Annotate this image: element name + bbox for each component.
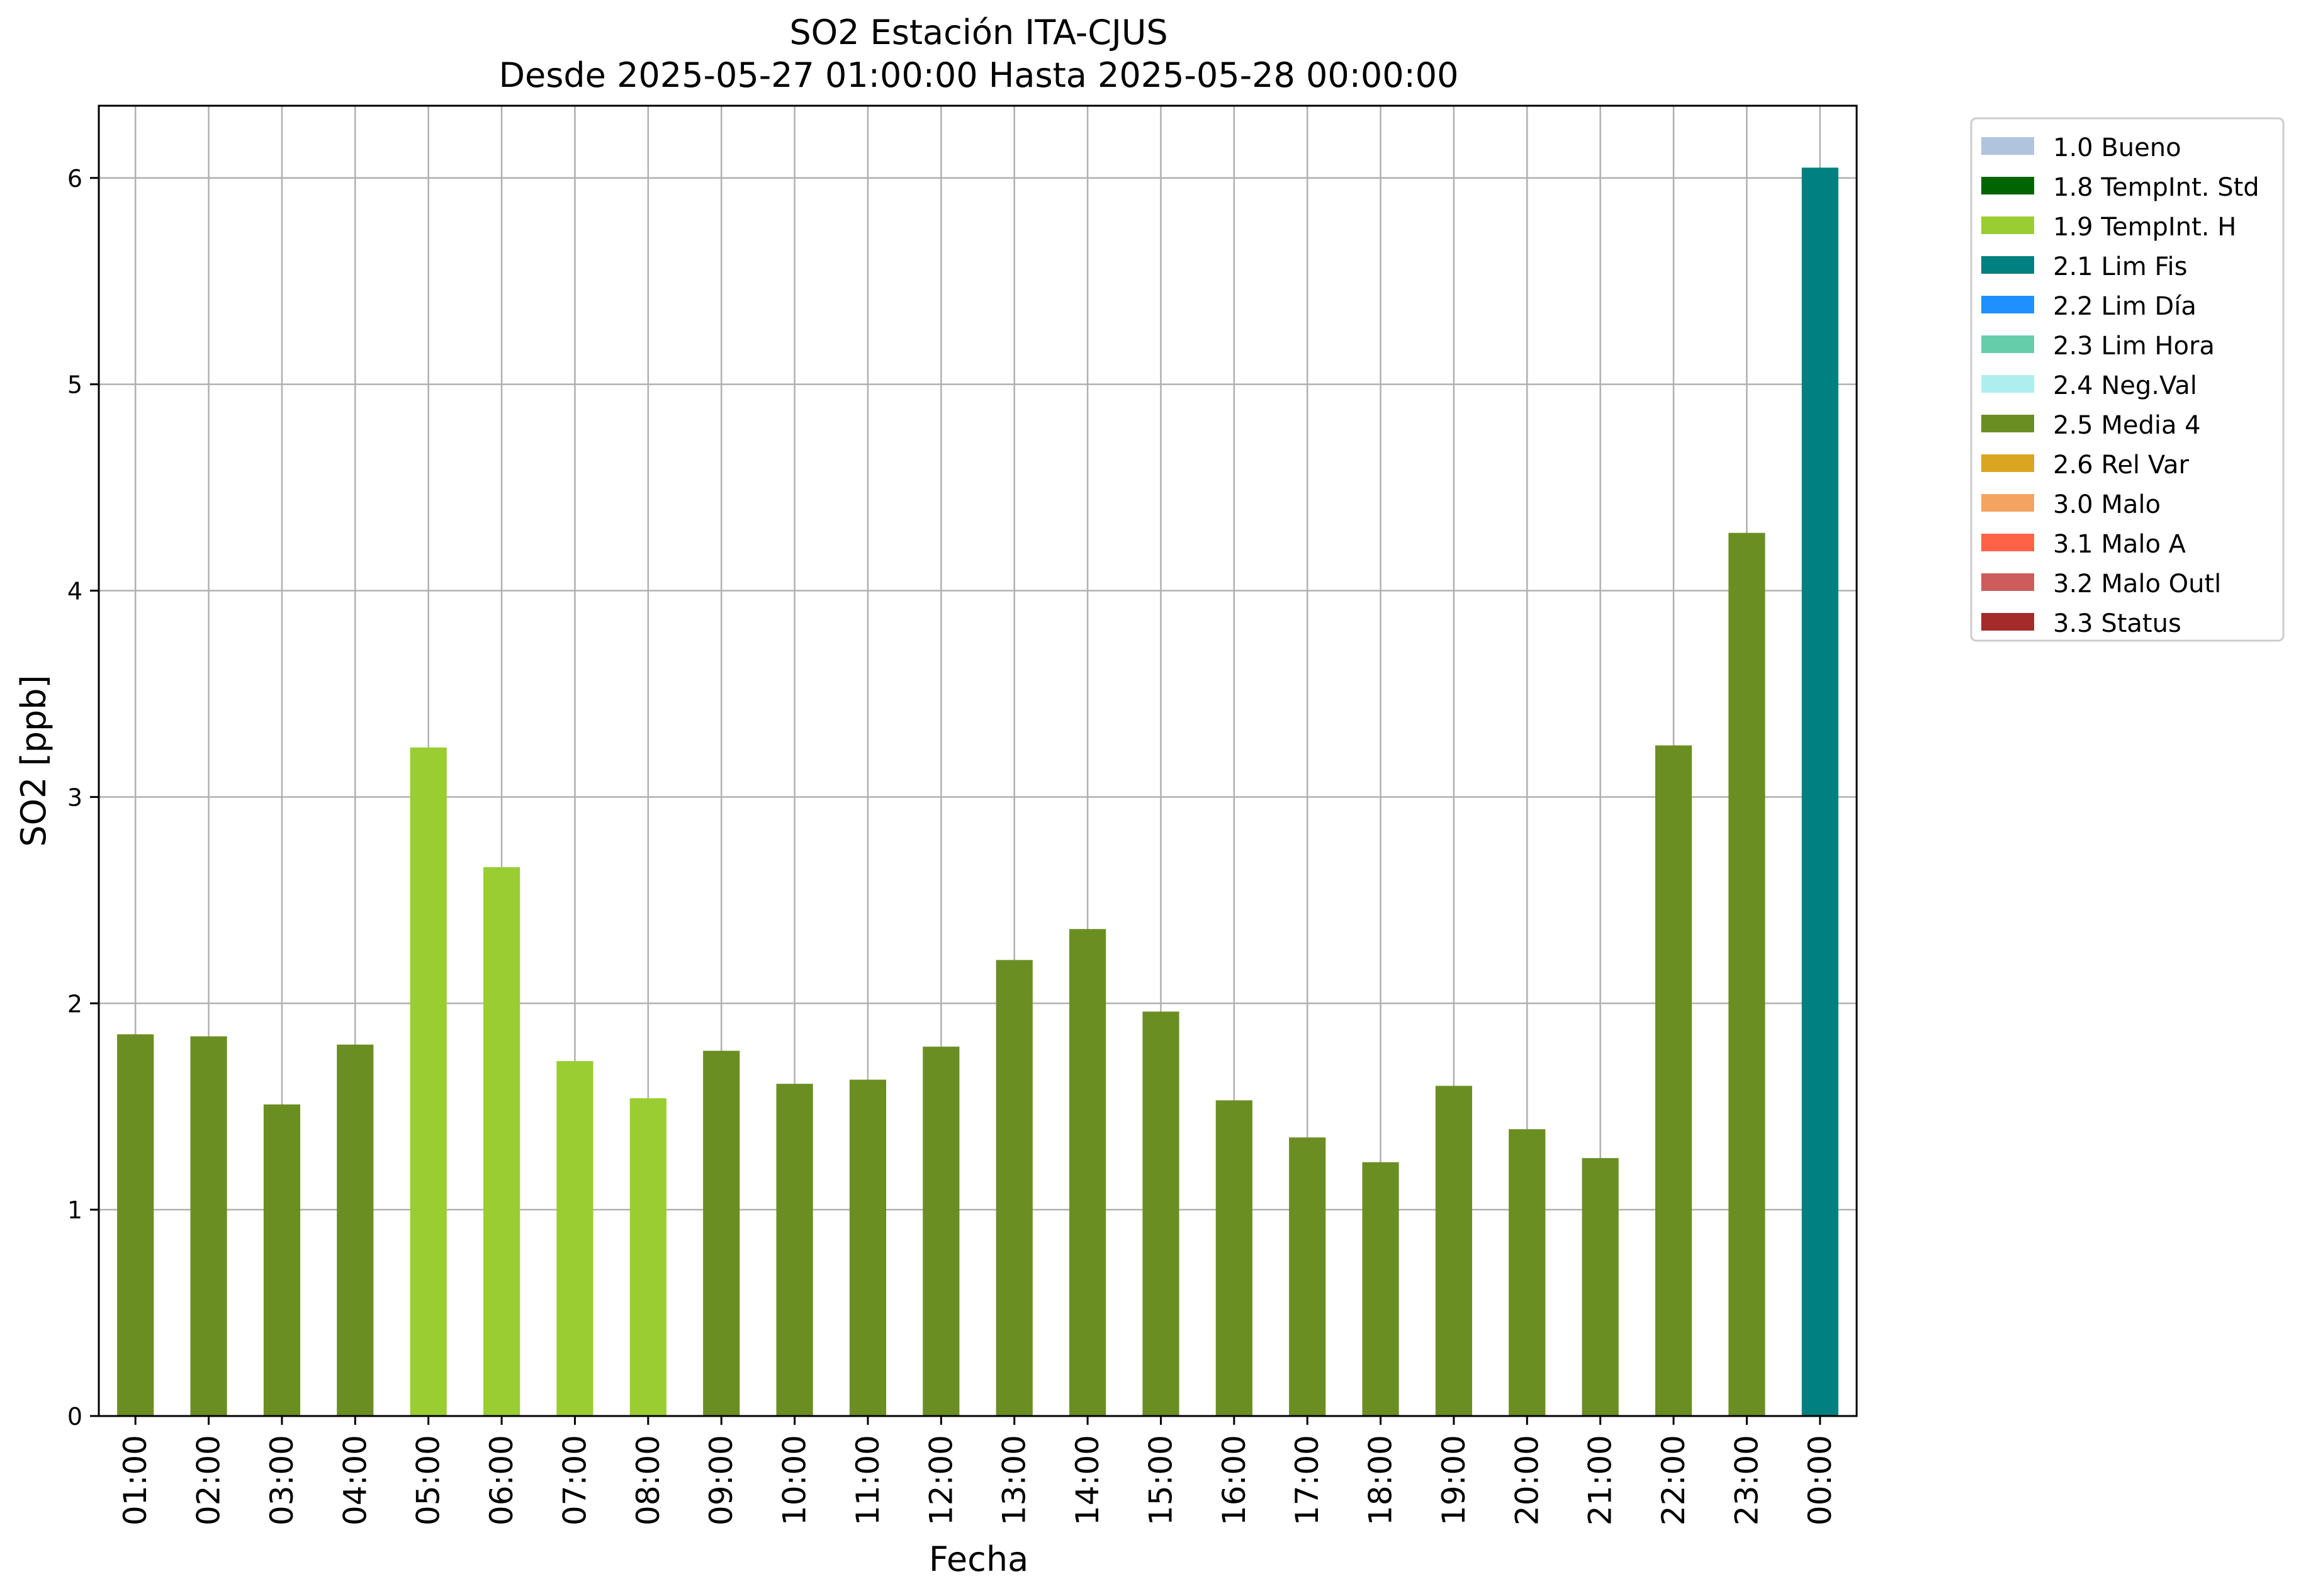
x-tick-label: 12:00: [923, 1435, 959, 1526]
x-axis-ticks: 01:00 02:00 03:00 04:00 05:00 06:00 07:00 08:00…: [117, 1416, 1838, 1526]
bar: [263, 1104, 301, 1416]
legend-swatch: [1981, 177, 2034, 194]
legend-swatch: [1981, 494, 2034, 512]
bar: [996, 960, 1033, 1416]
legend-swatch: [1981, 573, 2034, 591]
x-tick-label: 20:00: [1509, 1435, 1545, 1526]
x-tick-label: 13:00: [996, 1435, 1033, 1526]
legend-label: 2.2 Lim Día: [2053, 292, 2197, 321]
x-tick-label: 08:00: [630, 1435, 667, 1526]
plot-frame: [98, 104, 1858, 1417]
bar: [703, 1050, 740, 1416]
legend-label: 3.1 Malo A: [2053, 530, 2186, 559]
bar: [337, 1044, 374, 1416]
bar: [1215, 1100, 1252, 1416]
bar: [923, 1047, 960, 1416]
bar: [1655, 745, 1692, 1416]
x-tick-label: 01:00: [117, 1435, 154, 1526]
legend-label: 2.4 Neg.Val: [2053, 371, 2197, 400]
legend-label: 2.5 Media 4: [2053, 411, 2201, 440]
legend-frame: [1970, 117, 2285, 642]
legend-swatch: [1981, 415, 2034, 432]
x-tick-label: 11:00: [850, 1435, 886, 1526]
y-axis-ticks: 0 1 2 3 4 5 6: [67, 165, 99, 1430]
x-tick-label: 22:00: [1655, 1435, 1692, 1526]
x-tick-label: 14:00: [1069, 1435, 1106, 1526]
bar: [1142, 1011, 1179, 1416]
x-tick-label: 23:00: [1728, 1435, 1765, 1526]
bar: [556, 1061, 594, 1416]
chart-title: SO2 Estación ITA-CJUS: [789, 13, 1167, 52]
legend-swatch: [1981, 216, 2034, 234]
x-tick-label: 19:00: [1436, 1435, 1472, 1526]
legend-label: 3.2 Malo Outl: [2053, 570, 2221, 598]
legend-swatch: [1981, 375, 2034, 393]
legend-label: 1.9 TempInt. H: [2053, 213, 2236, 242]
bar: [1509, 1129, 1546, 1416]
y-tick-label: 2: [67, 990, 82, 1018]
legend-swatch: [1981, 296, 2034, 313]
x-tick-label: 18:00: [1363, 1435, 1399, 1526]
bar: [1728, 532, 1765, 1416]
y-tick-label: 3: [67, 784, 82, 811]
legend-swatch: [1981, 256, 2034, 274]
x-tick-label: 16:00: [1216, 1435, 1252, 1526]
y-axis-label: SO2 [ppb]: [14, 675, 53, 846]
x-tick-label: 15:00: [1142, 1435, 1179, 1526]
bar: [117, 1034, 154, 1416]
x-tick-label: 06:00: [483, 1435, 520, 1526]
x-axis-label: Fecha: [929, 1539, 1028, 1579]
bar: [1289, 1137, 1326, 1416]
legend-label: 1.8 TempInt. Std: [2053, 173, 2259, 202]
x-tick-label: 03:00: [264, 1435, 300, 1526]
bar: [190, 1036, 227, 1416]
y-tick-label: 0: [67, 1403, 82, 1430]
legend-label: 2.1 Lim Fis: [2053, 252, 2187, 281]
y-tick-label: 1: [67, 1196, 82, 1224]
legend-swatch: [1981, 454, 2034, 472]
y-tick-label: 4: [67, 578, 82, 605]
x-tick-label: 17:00: [1289, 1435, 1325, 1526]
bar: [1069, 929, 1106, 1416]
legend-label: 1.0 Bueno: [2053, 133, 2181, 162]
bar: [410, 747, 447, 1416]
legend-swatch: [1981, 335, 2034, 353]
x-tick-label: 05:00: [410, 1435, 447, 1526]
bar: [629, 1098, 667, 1416]
chart-subtitle: Desde 2025-05-27 01:00:00 Hasta 2025-05-…: [498, 55, 1458, 95]
legend-label: 3.3 Status: [2053, 609, 2181, 638]
bar: [849, 1079, 887, 1416]
legend-swatch: [1981, 534, 2034, 551]
bar: [483, 867, 520, 1416]
x-tick-label: 00:00: [1802, 1435, 1838, 1526]
bar: [1435, 1086, 1473, 1416]
x-tick-label: 02:00: [191, 1435, 227, 1526]
x-tick-label: 09:00: [703, 1435, 740, 1526]
x-tick-label: 04:00: [337, 1435, 373, 1526]
bar: [1801, 167, 1838, 1417]
legend-swatch: [1981, 137, 2034, 155]
x-tick-label: 21:00: [1582, 1435, 1619, 1526]
x-tick-label: 10:00: [777, 1435, 813, 1526]
y-tick-label: 6: [67, 165, 82, 193]
bars: [117, 167, 1838, 1417]
legend: 1.0 Bueno 1.8 TempInt. Std 1.9 TempInt. H 2…: [1970, 117, 2285, 642]
legend-swatch: [1981, 613, 2034, 631]
y-tick-label: 5: [67, 371, 82, 399]
bar: [1362, 1162, 1399, 1416]
legend-label: 3.0 Malo: [2053, 490, 2161, 519]
bar: [1582, 1158, 1619, 1416]
legend-label: 2.6 Rel Var: [2053, 451, 2190, 480]
x-tick-label: 07:00: [556, 1435, 593, 1526]
legend-label: 2.3 Lim Hora: [2053, 332, 2215, 361]
bar: [776, 1084, 813, 1416]
